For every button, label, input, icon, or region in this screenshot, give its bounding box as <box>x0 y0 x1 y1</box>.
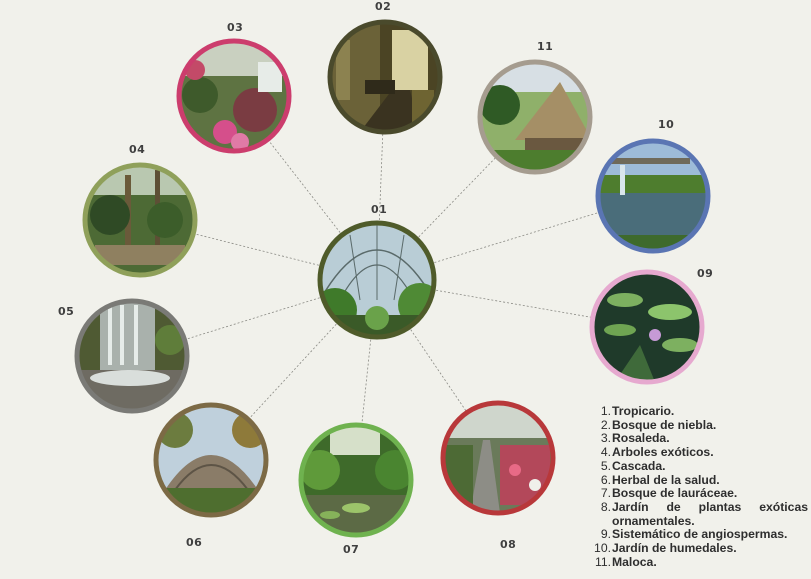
node-number-11: 11 <box>537 40 554 53</box>
legend-list: 1. Tropicario. 2. Bosque de niebla. 3. Rosa… <box>593 404 808 569</box>
legend-item: 3. Rosaleda. <box>600 431 670 446</box>
legend-item: 7. Bosque de lauráceae. <box>600 486 738 501</box>
node-01 <box>317 220 437 340</box>
legend-item: 1. Tropicario. <box>600 404 675 418</box>
node-08 <box>440 400 556 516</box>
node-02 <box>327 19 443 135</box>
legend-item: 2. Bosque de niebla. <box>600 417 717 432</box>
node-07 <box>298 422 414 538</box>
node-04 <box>82 162 198 278</box>
node-06 <box>153 402 269 518</box>
node-10 <box>595 138 711 254</box>
node-number-04: 04 <box>129 143 146 156</box>
legend-item: 8. Jardín de plantas exóticas ornamentale… <box>600 499 808 528</box>
legend-item: 11. Maloca. <box>594 554 657 569</box>
connector-03 <box>233 95 378 281</box>
legend-item: 6. Herbal de la salud. <box>600 472 720 487</box>
exotic-trees-photo <box>85 165 195 275</box>
node-number-05: 05 <box>58 305 75 318</box>
legend-item: 4. Arboles exóticos. <box>600 445 714 460</box>
tropical-greenhouse-dome-photo <box>320 223 434 337</box>
node-05 <box>74 298 190 414</box>
node-number-06: 06 <box>186 536 203 549</box>
node-number-07: 07 <box>343 543 360 556</box>
legend-item: 5. Cascada. <box>600 458 666 473</box>
node-number-01: 01 <box>371 203 388 216</box>
legend-item: 10. Jardín de humedales. <box>594 541 737 556</box>
node-number-02: 02 <box>375 0 392 13</box>
node-11 <box>477 59 593 175</box>
node-number-03: 03 <box>227 21 244 34</box>
node-number-10: 10 <box>658 118 675 131</box>
rose-garden-fountain-photo <box>179 41 289 151</box>
node-03 <box>176 38 292 154</box>
water-lilies-photo <box>592 272 702 382</box>
node-number-08: 08 <box>500 538 517 551</box>
health-herb-garden-dome-photo <box>156 405 266 515</box>
legend-item: 9. Sistemático de angiospermas. <box>600 527 788 542</box>
node-number-09: 09 <box>697 267 714 280</box>
node-09 <box>589 269 705 385</box>
